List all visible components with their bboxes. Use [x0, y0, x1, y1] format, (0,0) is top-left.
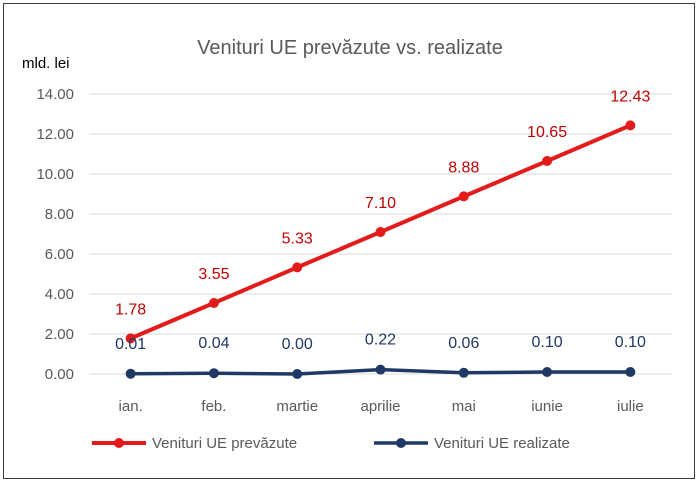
data-point-0	[292, 262, 303, 273]
data-label-1: 0.10	[532, 334, 563, 351]
data-label-0: 3.55	[198, 266, 229, 283]
legend-label: Venituri UE realizate	[434, 435, 570, 452]
data-point-1	[292, 369, 303, 379]
data-labels: 1.78 3.55 5.33 7.10 8.88 10.65 12.43 0.01 0.04 0.…	[115, 88, 650, 353]
data-label-0: 10.65	[527, 124, 567, 141]
legend-swatch-marker	[396, 438, 406, 448]
data-point-0	[375, 227, 386, 237]
y-tick-label: 12.00	[36, 126, 74, 143]
data-label-0: 1.78	[115, 301, 146, 318]
y-tick-label: 14.00	[36, 86, 74, 103]
data-label-1: 0.10	[615, 334, 646, 351]
legend-label: Venituri UE prevăzute	[152, 435, 297, 452]
data-point-0	[625, 120, 636, 131]
x-category-label: ian.	[119, 398, 143, 415]
data-point-1	[125, 368, 136, 379]
y-tick-label: 8.00	[45, 206, 74, 223]
y-tick-label: 2.00	[45, 326, 74, 343]
x-category-label: iunie	[531, 398, 563, 415]
y-unit-label: mld. lei	[22, 55, 70, 72]
x-category-label: feb.	[201, 398, 226, 415]
x-category-label: martie	[276, 398, 318, 415]
data-label-0: 5.33	[282, 230, 313, 247]
chart-frame: Venituri UE prevăzute vs. realizate mld.…	[3, 3, 695, 479]
data-point-0	[542, 156, 553, 166]
data-label-1: 0.04	[198, 335, 229, 352]
legend: Venituri UE prevăzute Venituri UE realiza…	[92, 435, 570, 452]
data-point-0	[208, 298, 219, 308]
data-point-1	[375, 364, 386, 375]
data-label-1: 0.06	[448, 335, 479, 352]
y-axis-ticks: 0.00 2.00 4.00 6.00 8.00 10.00 12.00 14.00	[36, 86, 74, 383]
data-label-1: 0.00	[282, 336, 313, 353]
data-point-0	[125, 333, 136, 344]
line-chart: Venituri UE prevăzute vs. realizate mld.…	[22, 37, 672, 452]
x-axis-categories: ian. feb. martie aprilie mai iunie iulie	[119, 398, 644, 415]
data-label-0: 12.43	[610, 88, 650, 105]
y-tick-label: 0.00	[45, 366, 74, 383]
y-tick-label: 10.00	[36, 166, 74, 183]
data-label-0: 8.88	[448, 159, 479, 176]
x-category-label: mai	[452, 398, 476, 415]
x-category-label: aprilie	[360, 398, 400, 415]
data-point-1	[625, 367, 636, 377]
chart-title: Venituri UE prevăzute vs. realizate	[197, 37, 503, 59]
x-category-label: iulie	[617, 398, 644, 415]
data-point-1	[542, 367, 553, 377]
data-point-1	[208, 368, 219, 379]
data-point-0	[458, 191, 469, 202]
grid-lines	[89, 93, 672, 375]
data-label-1: 0.01	[115, 336, 146, 353]
y-tick-label: 4.00	[45, 286, 74, 303]
data-label-0: 7.10	[365, 195, 396, 212]
series-group	[125, 120, 636, 379]
y-tick-label: 6.00	[45, 246, 74, 263]
legend-swatch-marker	[114, 438, 124, 448]
data-point-1	[458, 367, 469, 378]
data-label-1: 0.22	[365, 332, 396, 349]
